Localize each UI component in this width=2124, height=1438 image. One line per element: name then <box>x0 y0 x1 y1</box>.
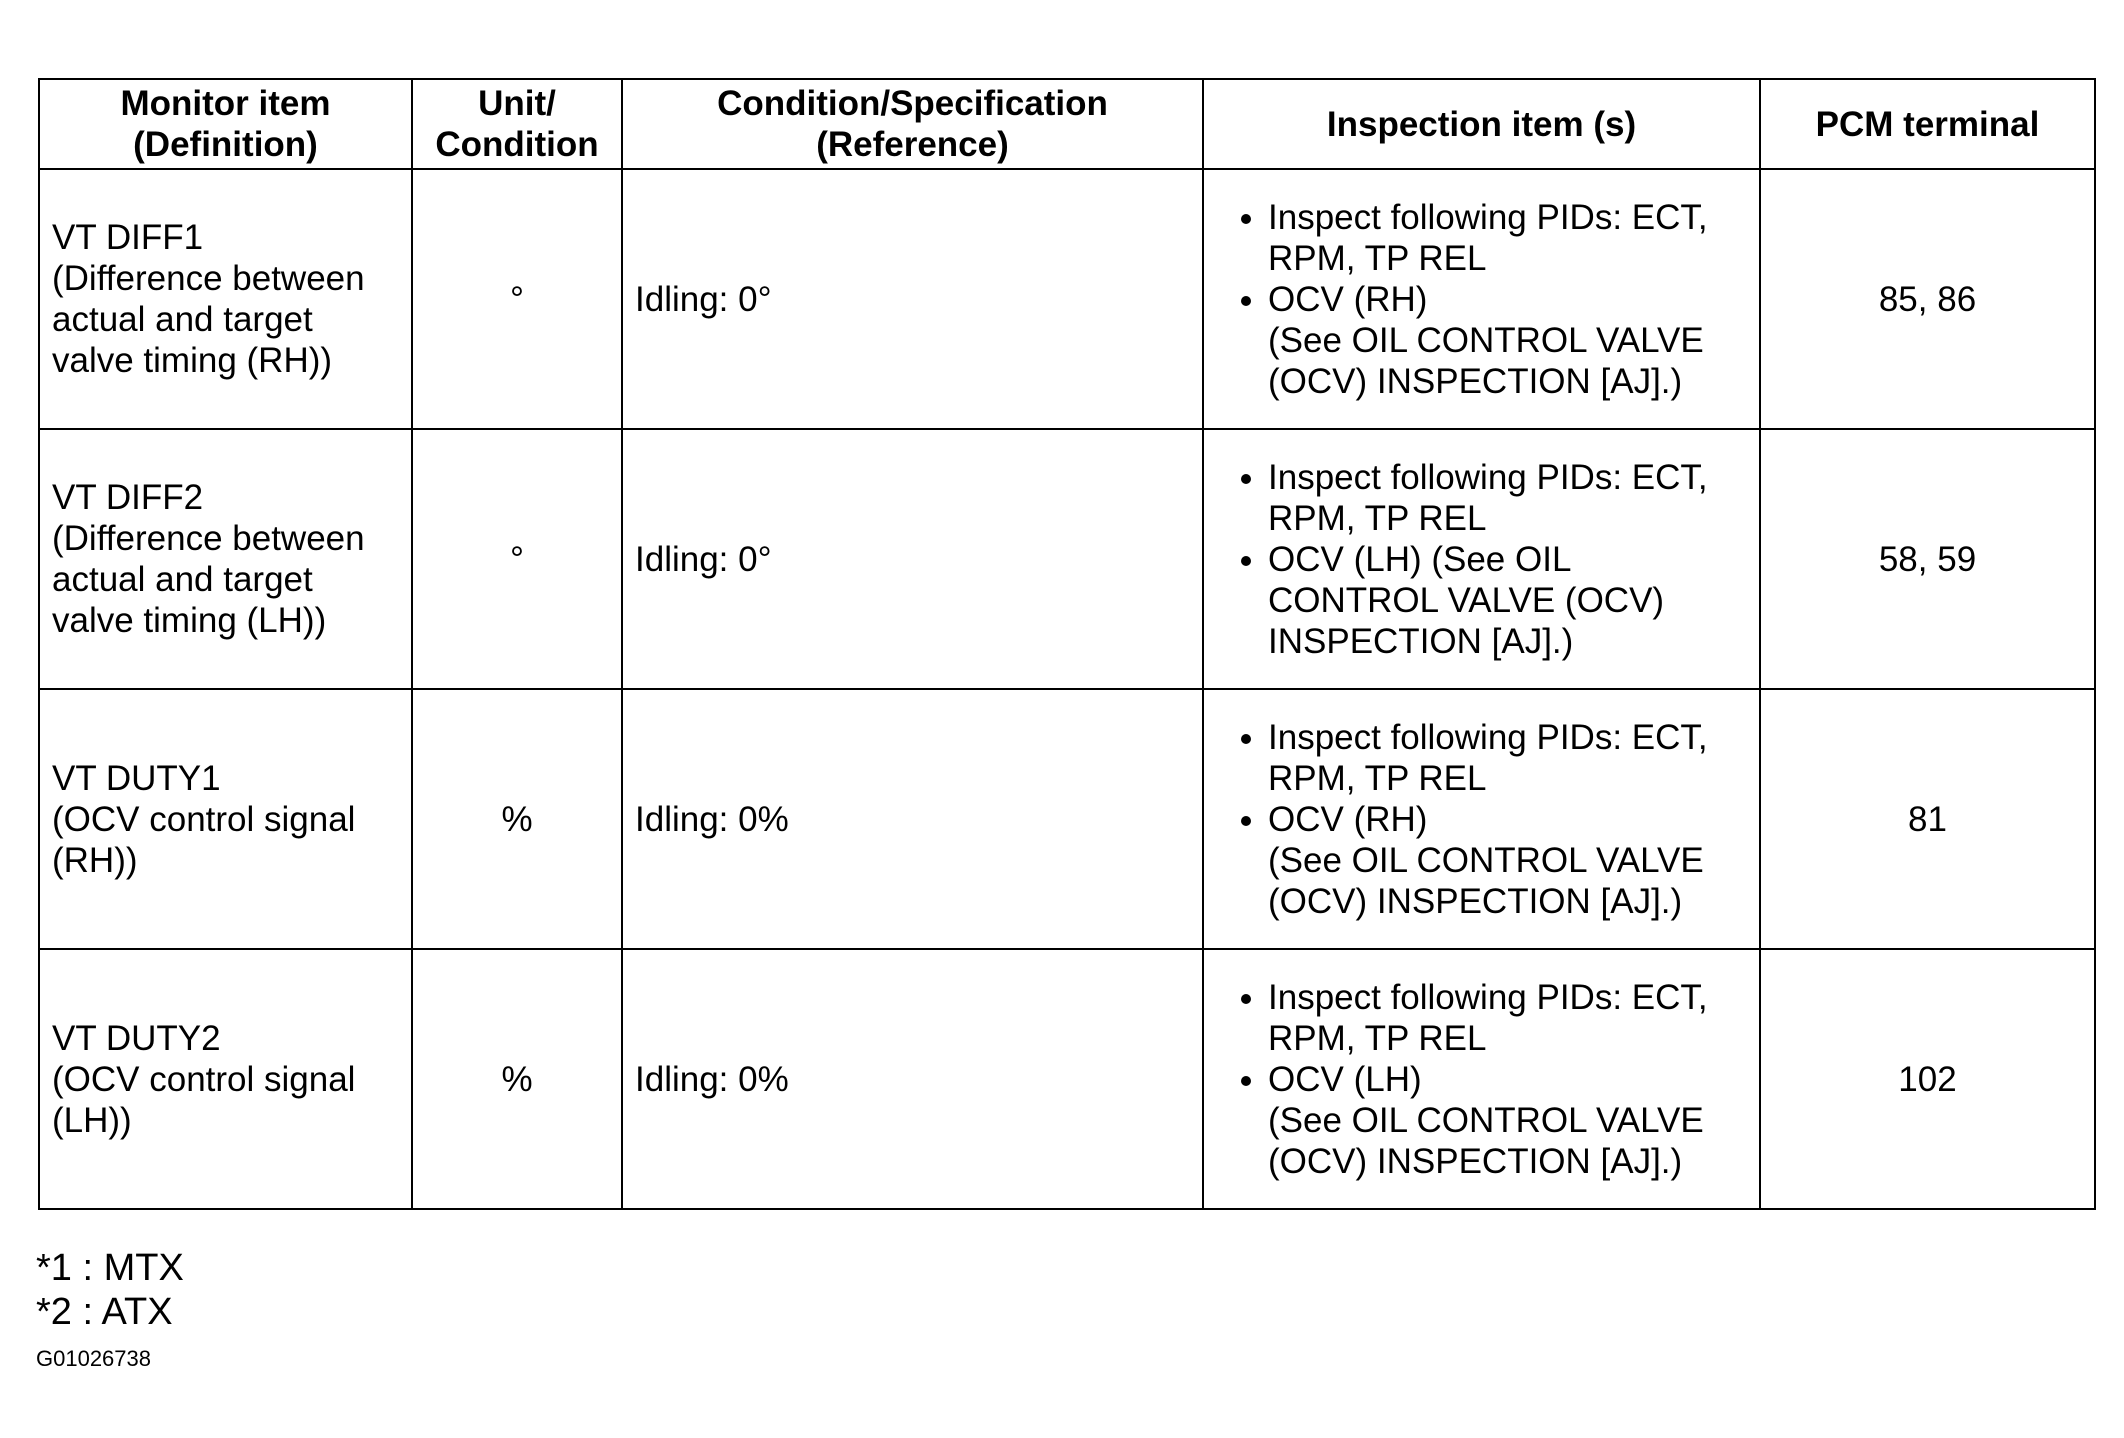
figure-code: G01026738 <box>36 1346 151 1371</box>
monitor-item-name: VT DUTY2 <box>52 1018 221 1058</box>
unit-cell: % <box>411 948 623 1210</box>
inspection-item: Inspect following PIDs: ECT, RPM, TP REL <box>1268 717 1747 799</box>
footnote: *1 : MTX <box>36 1247 184 1289</box>
inspection-cell: Inspect following PIDs: ECT, RPM, TP REL… <box>1202 948 1761 1210</box>
monitor-item-definition: (OCV control signal (RH)) <box>52 799 356 880</box>
table-row: VT DIFF1 (Difference between actual and t… <box>38 168 2096 430</box>
pcm-terminal-cell: 81 <box>1759 688 2096 950</box>
header-cell: Condition/Specification (Reference) <box>621 78 1204 170</box>
pcm-terminal-cell: 58, 59 <box>1759 428 2096 690</box>
inspection-item: OCV (RH) (See OIL CONTROL VALVE (OCV) IN… <box>1268 279 1747 402</box>
unit-cell: % <box>411 688 623 950</box>
header-cell: Inspection item (s) <box>1202 78 1761 170</box>
inspection-item: OCV (RH) (See OIL CONTROL VALVE (OCV) IN… <box>1268 799 1747 922</box>
table-row: VT DIFF2 (Difference between actual and t… <box>38 428 2096 690</box>
monitor-item-table: Monitor item (Definition) Unit/ Conditio… <box>38 78 2096 1210</box>
spec-cell: Idling: 0% <box>621 948 1204 1210</box>
table-row: VT DUTY1 (OCV control signal (RH))% Idling… <box>38 688 2096 950</box>
inspection-cell: Inspect following PIDs: ECT, RPM, TP REL… <box>1202 428 1761 690</box>
header-cell: Monitor item (Definition) <box>38 78 413 170</box>
monitor-item-cell: VT DIFF1 (Difference between actual and t… <box>38 168 413 430</box>
spec-cell: Idling: 0% <box>621 688 1204 950</box>
inspection-item: Inspect following PIDs: ECT, RPM, TP REL <box>1268 457 1747 539</box>
inspection-item: Inspect following PIDs: ECT, RPM, TP REL <box>1268 197 1747 279</box>
inspection-item: OCV (LH) (See OIL CONTROL VALVE (OCV) IN… <box>1268 1059 1747 1182</box>
monitor-item-cell: VT DUTY2 (OCV control signal (LH)) <box>38 948 413 1210</box>
footnote: *2 : ATX <box>36 1291 173 1333</box>
monitor-item-name: VT DUTY1 <box>52 758 221 798</box>
inspection-cell: Inspect following PIDs: ECT, RPM, TP REL… <box>1202 168 1761 430</box>
monitor-item-definition: (Difference between actual and target va… <box>52 259 365 380</box>
unit-cell: ° <box>411 168 623 430</box>
table-row: VT DUTY2 (OCV control signal (LH))% Idling… <box>38 948 2096 1210</box>
monitor-item-definition: (Difference between actual and target va… <box>52 519 365 640</box>
header-cell: PCM terminal <box>1759 78 2096 170</box>
pcm-terminal-cell: 102 <box>1759 948 2096 1210</box>
inspection-cell: Inspect following PIDs: ECT, RPM, TP REL… <box>1202 688 1761 950</box>
unit-cell: ° <box>411 428 623 690</box>
monitor-item-name: VT DIFF1 <box>52 218 204 257</box>
monitor-item-definition: (OCV control signal (LH)) <box>52 1059 356 1140</box>
monitor-item-cell: VT DUTY1 (OCV control signal (RH)) <box>38 688 413 950</box>
inspection-item: Inspect following PIDs: ECT, RPM, TP REL <box>1268 977 1747 1059</box>
pcm-terminal-cell: 85, 86 <box>1759 168 2096 430</box>
monitor-item-name: VT DIFF2 <box>52 478 204 517</box>
monitor-item-cell: VT DIFF2 (Difference between actual and t… <box>38 428 413 690</box>
header-row: Monitor item (Definition) Unit/ Conditio… <box>38 78 2096 170</box>
header-cell: Unit/ Condition <box>411 78 623 170</box>
spec-cell: Idling: 0° <box>621 428 1204 690</box>
inspection-item: OCV (LH) (See OIL CONTROL VALVE (OCV) IN… <box>1268 539 1747 662</box>
spec-cell: Idling: 0° <box>621 168 1204 430</box>
